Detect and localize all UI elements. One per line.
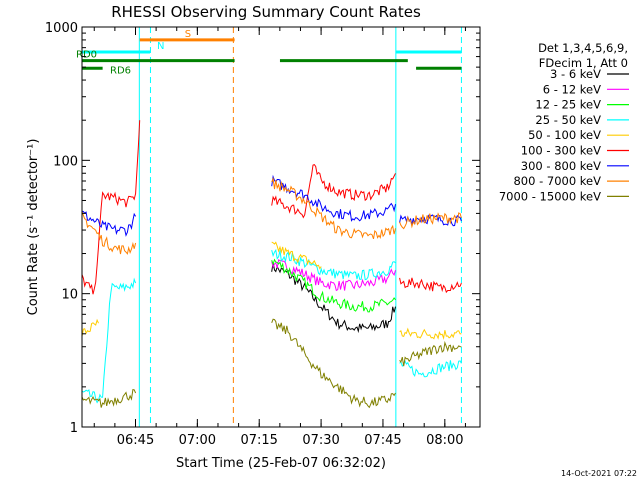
series-5-line-1 — [271, 163, 396, 219]
series-8-line-2 — [399, 340, 462, 367]
series-7-line-1 — [271, 176, 396, 240]
plot-frame — [81, 26, 481, 428]
legend-entry-1: 6 - 12 keV — [543, 82, 601, 96]
series-1-line-0 — [271, 259, 396, 292]
series-8-line-1 — [271, 318, 396, 409]
legend-entry-8: 7000 - 15000 keV — [499, 189, 601, 203]
x-tick-label-5: 08:00 — [426, 433, 463, 448]
series-7-line-2 — [399, 212, 462, 230]
series-3-line-1 — [271, 248, 396, 281]
legend-entry-6: 300 - 800 keV — [521, 159, 601, 173]
state-bar-label-rd0: RD0 — [76, 50, 97, 61]
generated-timestamp: 14-Oct-2021 07:22 — [561, 469, 637, 478]
series-4-line-2 — [399, 327, 462, 341]
x-tick-label-4: 07:45 — [364, 433, 401, 448]
state-bar-label-s: S — [185, 29, 191, 40]
legend: Det 1,3,4,5,6,9,FDecim 1, Att 03 - 6 keV… — [499, 41, 629, 203]
series-5-line-0 — [81, 120, 141, 295]
state-bar-label-rd6: RD6 — [110, 65, 131, 76]
legend-entry-7: 800 - 7000 keV — [513, 174, 601, 188]
legend-entry-2: 12 - 25 keV — [535, 98, 601, 112]
x-tick-label-0: 06:45 — [117, 433, 154, 448]
legend-entry-4: 50 - 100 keV — [528, 128, 601, 142]
y-tick-label-0: 1 — [70, 421, 78, 436]
series-6-line-0 — [81, 210, 137, 237]
series-3-line-2 — [399, 359, 462, 378]
series-6-line-1 — [271, 174, 396, 222]
series-7-line-0 — [81, 211, 137, 255]
y-tick-label-3: 1000 — [45, 21, 78, 36]
x-tick-label-2: 07:15 — [240, 433, 277, 448]
series-3-line-0 — [81, 277, 137, 404]
legend-entry-3: 25 - 50 keV — [535, 113, 601, 127]
x-tick-label-1: 07:00 — [179, 433, 216, 448]
series-5-line-2 — [399, 277, 462, 294]
state-bar-label-n: N — [157, 41, 164, 52]
y-tick-label-1: 10 — [61, 288, 78, 303]
series-4-line-0 — [81, 318, 99, 337]
chart-title: RHESSI Observing Summary Count Rates — [111, 3, 421, 21]
x-axis: 06:45 07:00 07:15 07:30 07:45 08:00 — [93, 27, 466, 448]
x-axis-label: Start Time (25-Feb-07 06:32:02) — [176, 456, 386, 471]
y-axis: 1 10 100 1000 — [45, 21, 480, 436]
legend-entry-5: 100 - 300 keV — [521, 144, 601, 158]
legend-entry-0: 3 - 6 keV — [550, 67, 601, 81]
y-axis-label: Count Rate (s⁻¹ detector⁻¹) — [26, 139, 41, 316]
x-tick-label-3: 07:30 — [302, 433, 339, 448]
plot-area: S N RD0 RD6 — [76, 27, 462, 427]
series-2-line-0 — [271, 258, 396, 313]
legend-header-0: Det 1,3,4,5,6,9, — [538, 41, 628, 55]
legend-header-1: FDecim 1, Att 0 — [539, 56, 628, 70]
series-4-line-1 — [271, 241, 322, 270]
y-tick-label-2: 100 — [53, 154, 78, 169]
series-8-line-0 — [81, 389, 137, 408]
